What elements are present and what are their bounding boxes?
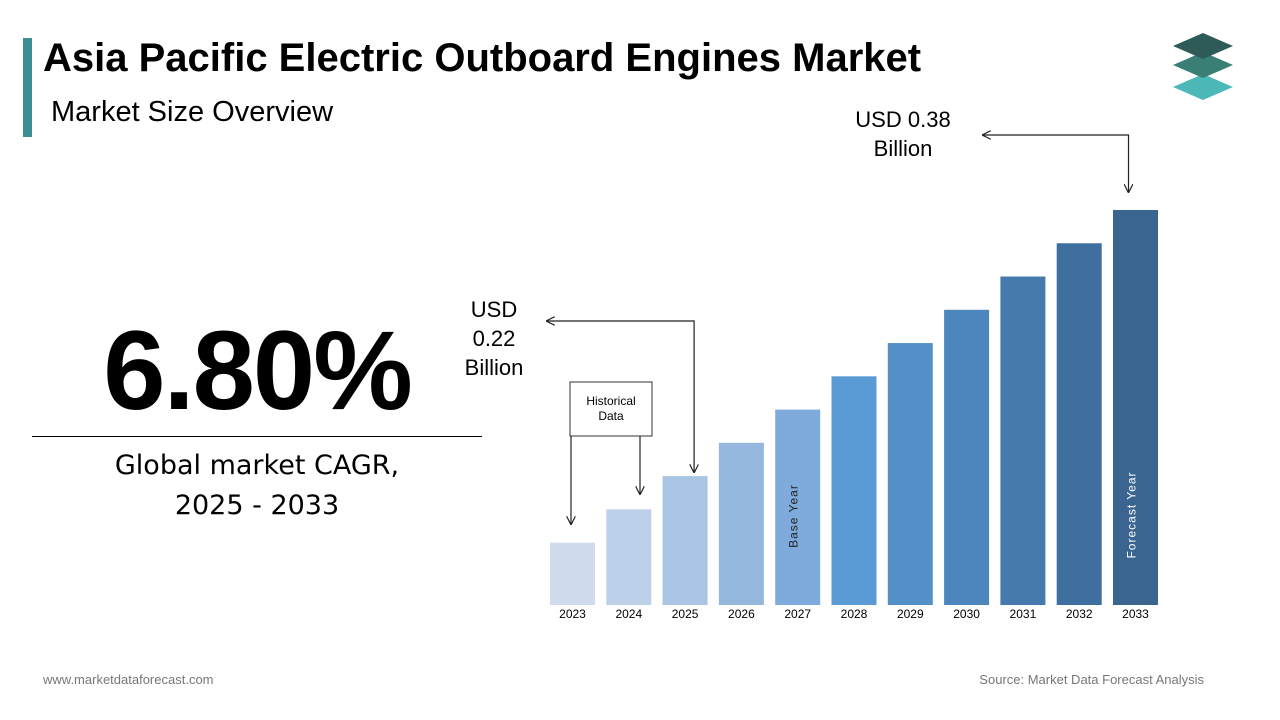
x-tick-label: 2031 [1010, 607, 1037, 621]
page-subtitle: Market Size Overview [51, 96, 334, 128]
historical-data-label: Data [598, 409, 624, 423]
x-tick-label: 2029 [897, 607, 924, 621]
x-tick-label: 2028 [841, 607, 868, 621]
bars-layer [550, 210, 1158, 605]
x-tick-labels: 2023 2024 2025 2026 2027 2028 2029 2030 2031 2032… [559, 607, 1149, 621]
start-value-label: USD [471, 297, 517, 322]
forecast-year-label: Forecast Year [1125, 471, 1139, 558]
footer-website: www.marketdataforecast.com [43, 672, 214, 687]
title-accent-bar [23, 38, 32, 137]
bar-2027 [775, 409, 821, 605]
x-tick-label: 2026 [728, 607, 755, 621]
bar-2026 [718, 442, 764, 605]
bar-2023 [550, 542, 595, 605]
x-tick-label: 2033 [1122, 607, 1149, 621]
page-title: Asia Pacific Electric Outboard Engines M… [43, 36, 922, 80]
base-year-label: Base Year [787, 484, 801, 548]
bar-2028 [831, 376, 877, 605]
footer-source: Source: Market Data Forecast Analysis [979, 672, 1204, 687]
x-tick-label: 2032 [1066, 607, 1093, 621]
cagr-label: Global market CAGR, 2025 - 2033 [32, 446, 482, 526]
end-value-label: Billion [874, 136, 933, 161]
start-value-label: 0.22 [473, 326, 516, 351]
x-tick-label: 2027 [784, 607, 811, 621]
x-tick-label: 2030 [953, 607, 980, 621]
x-tick-label: 2023 [559, 607, 586, 621]
bar-2031 [1000, 276, 1046, 605]
bar-2030 [944, 309, 990, 605]
historical-data-label: Historical [586, 394, 635, 408]
bar-2032 [1056, 243, 1102, 605]
bar-2025 [662, 476, 708, 605]
cagr-label-line1: Global market CAGR, [114, 450, 400, 481]
bar-2029 [887, 343, 933, 605]
bar-2024 [606, 509, 652, 605]
cagr-value: 6.80% [103, 308, 413, 433]
bar-2033 [1113, 210, 1158, 605]
cagr-divider [32, 436, 482, 437]
cagr-label-line2: 2025 - 2033 [174, 490, 340, 521]
stacked-layers-icon [1173, 33, 1233, 100]
end-value-label: USD 0.38 [855, 107, 950, 132]
x-tick-label: 2025 [672, 607, 699, 621]
start-value-arrow [547, 321, 694, 472]
start-value-label: Billion [465, 355, 524, 380]
x-tick-label: 2024 [615, 607, 642, 621]
end-value-arrow [983, 135, 1129, 192]
